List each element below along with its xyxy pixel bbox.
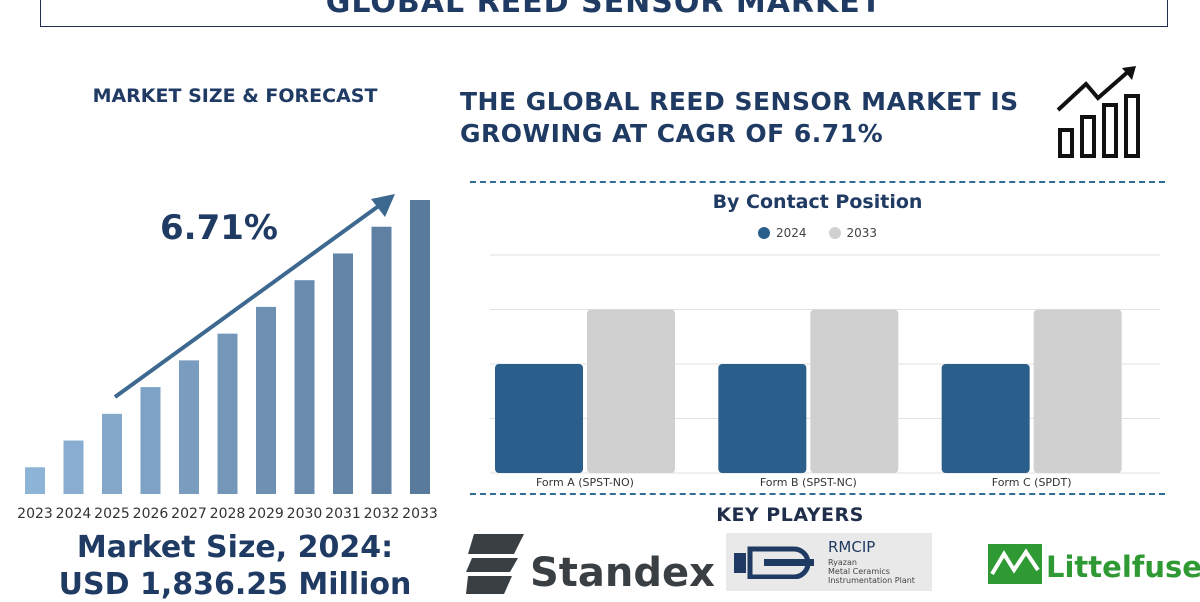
growth-bar-2028 xyxy=(217,333,238,494)
bar-2033-2 xyxy=(810,309,899,473)
growth-bar-2033 xyxy=(410,200,430,494)
headline: THE GLOBAL REED SENSOR MARKET IS GROWING… xyxy=(460,86,1040,150)
bar-2024-1 xyxy=(495,364,583,473)
category-label: Form A (SPST-NO) xyxy=(536,476,634,489)
left-panel-heading: MARKET SIZE & FORECAST xyxy=(92,85,378,107)
headline-line-2: GROWING AT CAGR OF 6.71% xyxy=(460,119,884,148)
littelfuse-logo-icon xyxy=(988,544,1042,584)
legend-item-2024: 2024 xyxy=(757,226,807,240)
section-divider xyxy=(470,493,1165,495)
title-banner: GLOBAL REED SENSOR MARKET xyxy=(40,0,1168,27)
growth-bar-2026 xyxy=(140,387,161,494)
section-divider xyxy=(470,181,1165,183)
growth-bar-2031 xyxy=(333,253,353,494)
growth-bar-2030 xyxy=(294,280,315,494)
headline-line-1: THE GLOBAL REED SENSOR MARKET IS xyxy=(460,87,1019,116)
standex-logo: Standex xyxy=(530,550,715,596)
bar-2024-3 xyxy=(941,364,1030,473)
year-label-2029: 2029 xyxy=(248,506,284,522)
year-label-2023: 2023 xyxy=(17,506,53,522)
rmcip-subtitle-1: Ryazan xyxy=(828,558,857,567)
legend-item-2033: 2033 xyxy=(828,226,878,240)
rmcip-subtitle-3: Instrumentation Plant xyxy=(828,576,915,585)
chart-title: By Contact Position xyxy=(712,191,923,213)
year-label-2033: 2033 xyxy=(402,506,438,522)
rmcip-logo-icon xyxy=(734,546,814,579)
page-title: GLOBAL REED SENSOR MARKET xyxy=(325,0,883,20)
chart-legend: 2024 2033 xyxy=(460,226,1175,240)
growth-bar-2029 xyxy=(256,306,276,494)
key-players-title: KEY PLAYERS xyxy=(716,504,864,526)
bar-2033-1 xyxy=(587,309,675,473)
rmcip-name: RMCIP xyxy=(828,538,876,556)
year-label-2027: 2027 xyxy=(171,506,207,522)
growth-bar-2027 xyxy=(179,360,199,494)
market-size-label: Market Size, 2024: xyxy=(76,530,394,565)
legend-label-2024: 2024 xyxy=(775,226,807,240)
year-label-2024: 2024 xyxy=(56,506,92,522)
year-label-2031: 2031 xyxy=(325,506,361,522)
year-label-2030: 2030 xyxy=(287,506,323,522)
growth-bar-chart: 2023 2024 2025 2026 2027 2028 2029 2030 2031 2032… xyxy=(17,194,438,522)
bar-2024-2 xyxy=(718,364,807,473)
category-label: Form C (SPDT) xyxy=(992,476,1072,489)
growth-chart-icon xyxy=(1056,66,1140,158)
cagr-value: 6.71% xyxy=(160,208,278,248)
legend-label-2033: 2033 xyxy=(846,226,878,240)
rmcip-subtitle-2: Metal Ceramics xyxy=(828,567,890,576)
growth-bar-2025 xyxy=(102,413,122,494)
bar-2033-3 xyxy=(1033,309,1122,473)
growth-bar-2023 xyxy=(25,467,45,494)
rmcip-logo-background xyxy=(726,533,932,591)
category-label: Form B (SPST-NC) xyxy=(760,476,857,489)
trend-arrow xyxy=(113,194,395,399)
standex-logo-icon xyxy=(466,534,524,594)
legend-swatch-2033 xyxy=(828,227,841,239)
year-label-2026: 2026 xyxy=(133,506,169,522)
growth-bar-2024 xyxy=(63,440,84,494)
market-size-value: USD 1,836.25 Million xyxy=(58,567,412,602)
year-label-2025: 2025 xyxy=(94,506,130,522)
contact-position-chart: Form A (SPST-NO) Form B (SPST-NC) Form C (… xyxy=(490,254,1160,489)
year-label-2028: 2028 xyxy=(210,506,246,522)
littelfuse-logo: Littelfuse xyxy=(1046,550,1200,584)
growth-bar-2032 xyxy=(371,226,392,494)
year-label-2032: 2032 xyxy=(364,506,400,522)
legend-swatch-2024 xyxy=(757,227,770,239)
